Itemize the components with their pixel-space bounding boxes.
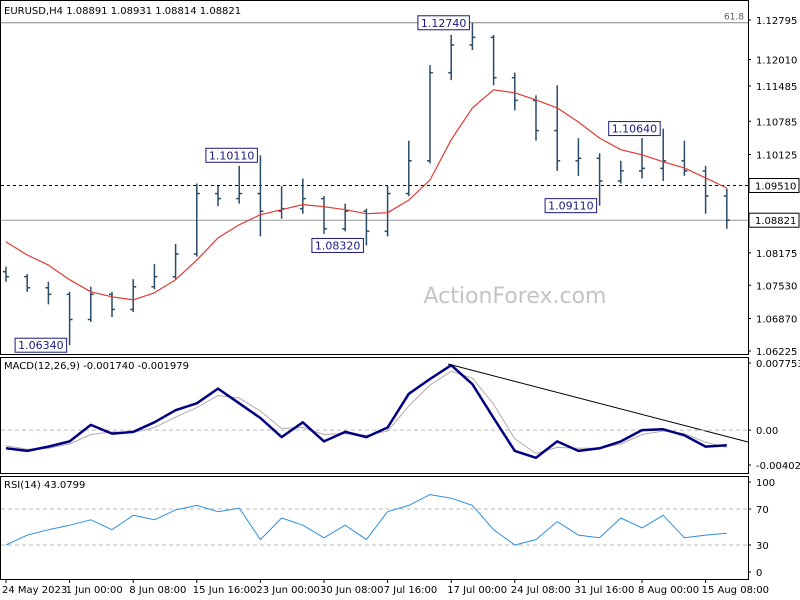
annotation-label: 1.08320 [315,239,361,252]
price-box [748,212,800,228]
x-tick-label: 30 Jun 08:00 [320,585,384,596]
x-tick-label: 8 Aug 00:00 [638,585,699,596]
watermark: ActionForex.com [424,284,607,309]
annotation-label: 1.10640 [612,123,658,136]
annotation-box [205,147,258,163]
rsi-title: RSI(14) 43.0799 [4,480,85,491]
y-tick-label: 30 [756,541,769,552]
x-tick-label: 17 Jul 00:00 [447,585,507,596]
x-tick-label: 31 Jul 16:00 [574,585,634,596]
rsi-panel [0,476,749,580]
annotation-box [14,337,68,353]
x-tick-label: 24 Jul 08:00 [511,585,571,596]
x-tick-label: 7 Jul 16:00 [384,585,438,596]
annotation-box [311,237,364,253]
y-tick-label: 1.08175 [756,249,797,260]
annotation-label: 1.09110 [548,200,594,213]
macd-title: MACD(12,26,9) -0.001740 -0.001979 [4,361,189,372]
y-tick-label: 1.11485 [756,82,797,93]
h-line-name: 61.8 [724,12,744,22]
y-tick-label: 1.10125 [756,151,797,162]
y-tick-label: 0 [756,568,762,579]
x-tick-label: 15 Jun 16:00 [193,585,257,596]
x-tick-label: 24 May 2023 [2,585,67,596]
trend-line [447,363,749,443]
y-tick-label: 1.12795 [756,16,797,27]
annotation-label: 1.12740 [421,17,467,30]
y-tick-label: 70 [756,505,769,516]
y-tick-label: 1.12010 [756,56,797,67]
y-tick-label: 100 [756,478,775,489]
price-box-label: 1.09510 [755,182,796,193]
price-box [748,178,800,193]
y-tick-label: 1.10785 [756,117,797,128]
line [5,89,728,301]
line [5,494,727,546]
x-tick-label: 23 Jun 00:00 [256,585,320,596]
annotation-label: 1.10110 [209,149,255,162]
x-tick-label: 1 Jun 00:00 [66,585,123,596]
macd-panel [0,357,749,474]
x-tick-label: 8 Jun 08:00 [129,585,186,596]
y-tick-label: 1.06870 [756,315,797,326]
y-tick-label: -0.004027 [756,461,800,472]
annotation-box [608,121,661,137]
price-panel [0,0,749,355]
price-title: EURUSD,H4 1.08891 1.08931 1.08814 1.0882… [4,6,241,17]
y-tick-label: 1.07530 [756,281,797,292]
price-box-label: 1.08821 [755,216,796,227]
x-tick-label: 15 Aug 08:00 [702,585,769,596]
y-tick-label: 1.06225 [756,347,797,358]
y-tick-label: 0.007753 [756,359,800,370]
annotation-box [417,15,470,31]
line [5,363,727,460]
annotation-label: 1.06340 [18,339,64,352]
annotation-box [544,198,598,214]
y-tick-label: 0.00 [756,426,778,437]
